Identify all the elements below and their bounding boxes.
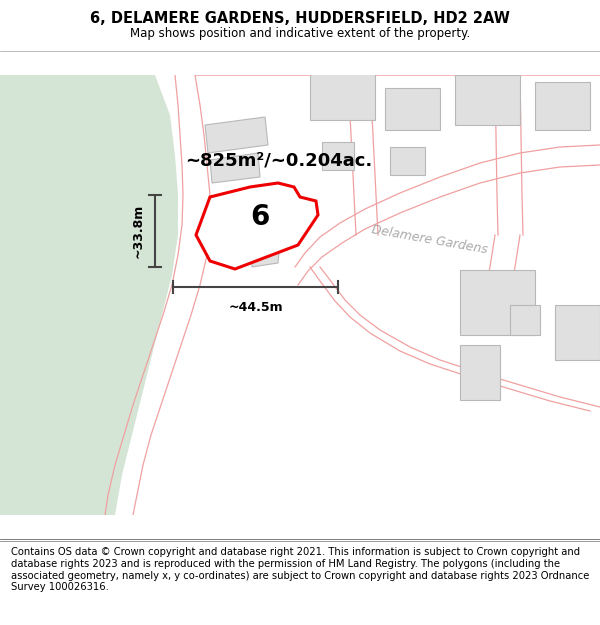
Bar xyxy=(460,270,535,335)
Bar xyxy=(390,147,425,175)
Text: Contains OS data © Crown copyright and database right 2021. This information is : Contains OS data © Crown copyright and d… xyxy=(11,548,589,592)
Text: ~33.8m: ~33.8m xyxy=(132,204,145,258)
Bar xyxy=(460,345,500,400)
Polygon shape xyxy=(0,75,178,515)
Bar xyxy=(385,88,440,130)
Text: ~825m²/~0.204ac.: ~825m²/~0.204ac. xyxy=(185,151,372,169)
Polygon shape xyxy=(242,197,310,243)
Text: Delamere Gardens: Delamere Gardens xyxy=(371,223,489,257)
Polygon shape xyxy=(210,153,260,183)
Text: 6: 6 xyxy=(250,203,269,231)
Text: Map shows position and indicative extent of the property.: Map shows position and indicative extent… xyxy=(130,27,470,40)
Polygon shape xyxy=(205,117,268,153)
Bar xyxy=(310,72,375,120)
Text: ~44.5m: ~44.5m xyxy=(228,301,283,314)
Polygon shape xyxy=(196,183,318,269)
Bar xyxy=(510,305,540,335)
Bar xyxy=(322,142,354,170)
Bar xyxy=(535,82,590,130)
Bar xyxy=(555,305,600,360)
Polygon shape xyxy=(252,243,280,267)
Bar xyxy=(455,75,520,125)
Text: 6, DELAMERE GARDENS, HUDDERSFIELD, HD2 2AW: 6, DELAMERE GARDENS, HUDDERSFIELD, HD2 2… xyxy=(90,11,510,26)
